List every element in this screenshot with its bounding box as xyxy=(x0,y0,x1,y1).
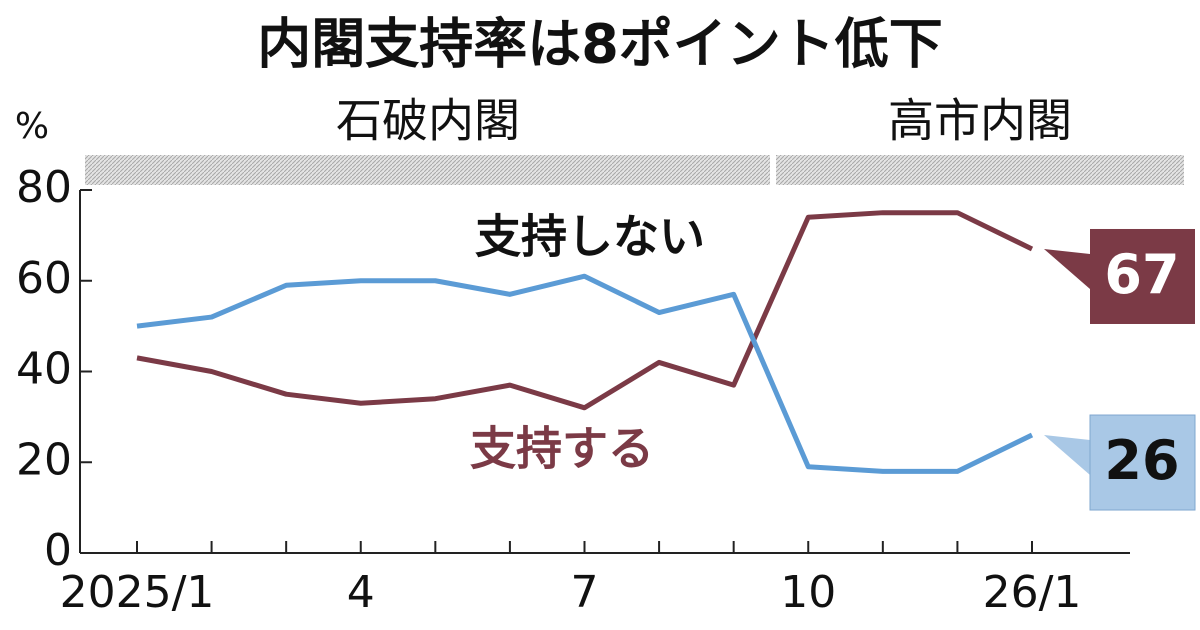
x-tick-label: 7 xyxy=(571,567,599,618)
period-band xyxy=(776,155,1184,185)
y-tick-label: 60 xyxy=(16,253,72,304)
callout-pointer xyxy=(1044,435,1090,476)
period-label: 高市内閣 xyxy=(888,94,1072,148)
callout-box xyxy=(1089,414,1196,511)
period-label: 石破内閣 xyxy=(336,94,520,148)
x-tick-label: 2025/1 xyxy=(60,567,215,618)
chart-title: 内閣支持率は8ポイント低下 xyxy=(257,13,943,76)
x-tick-label: 10 xyxy=(780,567,836,618)
callout-box xyxy=(1090,228,1195,324)
series-line xyxy=(136,210,1034,411)
y-tick-label: 40 xyxy=(16,344,72,395)
y-unit: % xyxy=(15,106,49,147)
series-label: 支持する xyxy=(470,422,654,476)
callout-pointer xyxy=(1044,248,1090,289)
x-tick-label: 4 xyxy=(347,567,375,618)
value-label: 26 xyxy=(1104,429,1179,492)
x-tick-label: 26/1 xyxy=(983,567,1082,618)
y-tick-label: 0 xyxy=(44,525,72,576)
y-tick-label: 20 xyxy=(16,434,72,485)
series-line xyxy=(136,273,1034,474)
y-tick-label: 80 xyxy=(16,162,72,213)
value-label: 67 xyxy=(1104,243,1179,306)
series-label: 支持しない xyxy=(475,210,705,264)
period-band xyxy=(85,155,770,185)
